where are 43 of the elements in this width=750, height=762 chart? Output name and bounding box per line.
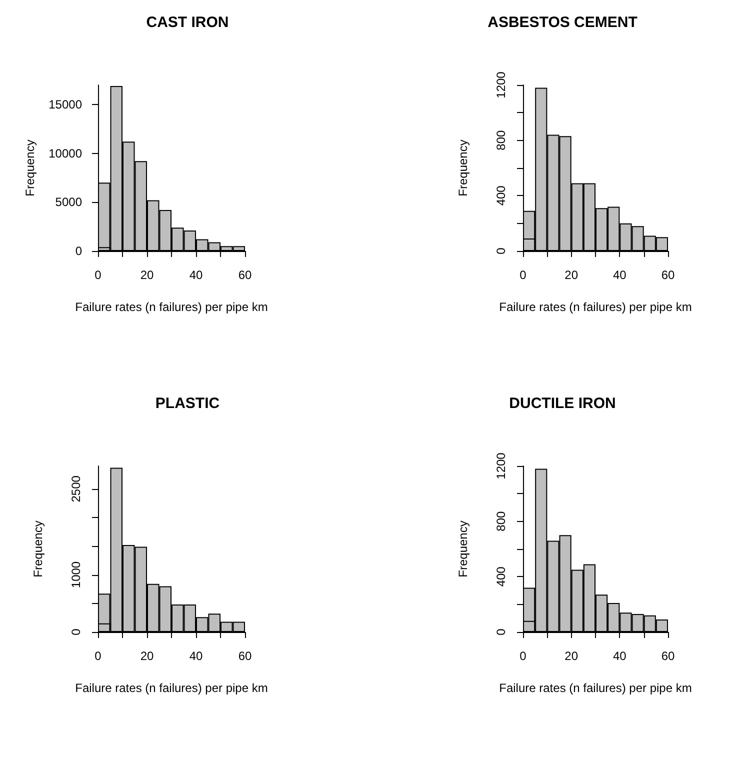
x-tick-label: 20 xyxy=(140,268,154,282)
chart-title: PLASTIC xyxy=(155,395,220,412)
y-axis-title: Frequency xyxy=(23,140,37,196)
x-tick-label: 20 xyxy=(140,649,154,663)
x-axis-title: Failure rates (n failures) per pipe km xyxy=(499,681,692,695)
y-tick-label: 15000 xyxy=(48,98,82,112)
x-axis-title: Failure rates (n failures) per pipe km xyxy=(75,300,268,314)
chart-title: DUCTILE IRON xyxy=(509,395,616,412)
x-tick-label: 40 xyxy=(189,268,203,282)
chart-title: ASBESTOS CEMENT xyxy=(488,14,638,31)
y-tick-label: 2500 xyxy=(69,475,83,502)
x-tick-label: 20 xyxy=(564,268,578,282)
y-tick-label: 800 xyxy=(494,130,508,150)
chart-title: CAST IRON xyxy=(146,14,229,31)
y-axis-title: Frequency xyxy=(456,140,470,196)
x-tick-label: 60 xyxy=(661,649,675,663)
y-axis-title: Frequency xyxy=(456,520,470,578)
x-tick-label: 60 xyxy=(238,268,252,282)
y-tick-label: 1200 xyxy=(494,452,508,480)
x-tick-label: 0 xyxy=(94,649,102,663)
y-tick-label: 1200 xyxy=(494,71,508,98)
x-tick-label: 40 xyxy=(612,268,627,282)
y-tick-label: 400 xyxy=(494,185,508,206)
x-tick-label: 40 xyxy=(189,649,203,663)
y-tick-label: 400 xyxy=(494,566,508,587)
y-tick-label: 0 xyxy=(494,628,508,636)
y-tick-label: 0 xyxy=(494,247,508,254)
y-tick-label: 800 xyxy=(494,511,508,532)
y-tick-label: 10000 xyxy=(48,146,82,160)
y-tick-label: 5000 xyxy=(55,195,82,210)
x-axis-title: Failure rates (n failures) per pipe km xyxy=(499,300,692,314)
y-tick-label: 1000 xyxy=(69,561,83,588)
x-tick-label: 0 xyxy=(94,268,102,282)
x-tick-label: 60 xyxy=(661,268,675,282)
y-tick-label: 0 xyxy=(69,628,83,636)
x-tick-label: 20 xyxy=(564,649,578,663)
x-tick-label: 0 xyxy=(520,649,527,663)
x-axis-title: Failure rates (n failures) per pipe km xyxy=(75,681,268,695)
x-tick-label: 40 xyxy=(612,649,627,663)
y-tick-label: 0 xyxy=(75,244,82,258)
y-axis-title: Frequency xyxy=(31,520,45,578)
x-tick-label: 0 xyxy=(520,268,527,282)
x-tick-label: 60 xyxy=(238,649,252,663)
